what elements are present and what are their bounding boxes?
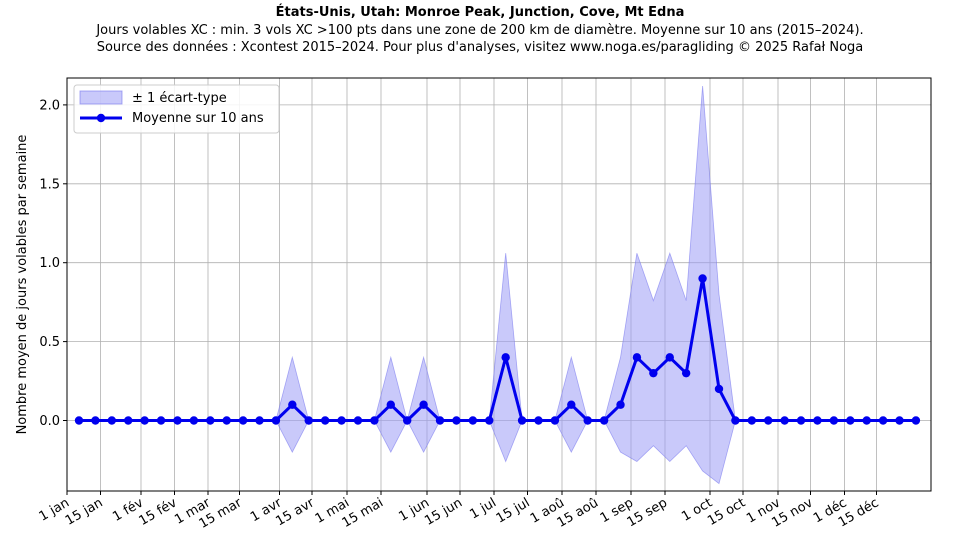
legend-band-label: ± 1 écart-type xyxy=(132,91,227,106)
y-tick-label: 2.0 xyxy=(39,98,60,113)
mean-point xyxy=(452,416,461,425)
mean-point xyxy=(91,416,100,425)
mean-point xyxy=(813,416,822,425)
mean-point xyxy=(74,416,84,425)
y-tick-label: 0.5 xyxy=(39,335,60,350)
mean-point xyxy=(550,416,560,425)
mean-point xyxy=(895,416,904,425)
chart-title: États-Unis, Utah: Monroe Peak, Junction,… xyxy=(275,5,685,20)
y-tick-label: 0.0 xyxy=(39,414,60,429)
mean-point xyxy=(731,416,740,425)
mean-point xyxy=(353,416,363,425)
chart-subtitle-line-1: Jours volables XC : min. 3 vols XC >100 … xyxy=(96,23,864,38)
x-tick-label: 15 oct xyxy=(705,495,748,528)
mean-point xyxy=(206,416,215,425)
mean-point xyxy=(567,400,576,409)
mean-point xyxy=(846,416,855,425)
legend-line-marker xyxy=(96,113,106,123)
legend-band-swatch xyxy=(79,90,123,105)
std-band xyxy=(79,85,916,485)
mean-point xyxy=(337,416,346,425)
x-tick-label: 15 avr xyxy=(273,495,317,529)
mean-point xyxy=(107,416,117,425)
mean-point xyxy=(370,416,379,425)
mean-point xyxy=(517,416,527,425)
mean-point xyxy=(140,416,149,425)
mean-point xyxy=(796,416,806,425)
mean-point xyxy=(665,353,674,362)
mean-point xyxy=(747,416,757,425)
mean-point xyxy=(714,384,724,394)
mean-point xyxy=(911,416,921,425)
mean-point xyxy=(288,400,297,409)
mean-point xyxy=(255,416,264,425)
mean-point xyxy=(632,353,642,362)
mean-point xyxy=(681,368,691,378)
mean-point xyxy=(435,416,445,425)
plot-frame xyxy=(66,77,932,492)
mean-point xyxy=(403,416,412,425)
x-tick-label: 15 fév xyxy=(137,495,180,529)
mean-point xyxy=(156,416,166,425)
mean-point xyxy=(468,416,478,425)
mean-point xyxy=(764,416,773,425)
mean-point xyxy=(320,416,330,425)
legend: ± 1 écart-type Moyenne sur 10 ans xyxy=(73,84,280,134)
title-block: États-Unis, Utah: Monroe Peak, Junction,… xyxy=(0,4,960,56)
y-tick-label: 1.5 xyxy=(39,177,60,192)
mean-point xyxy=(222,416,231,425)
mean-point xyxy=(599,416,609,425)
mean-point xyxy=(238,416,248,425)
mean-point xyxy=(419,400,428,409)
mean-point xyxy=(698,274,707,283)
mean-point xyxy=(649,368,658,378)
mean-point xyxy=(583,416,592,425)
mean-point xyxy=(124,416,133,425)
mean-point xyxy=(780,416,789,425)
mean-point xyxy=(485,416,494,425)
x-tick-label: 1 jul xyxy=(467,495,499,522)
y-tick-label: 1.0 xyxy=(39,256,60,271)
mean-point xyxy=(862,416,871,425)
mean-line xyxy=(79,277,916,422)
mean-point xyxy=(271,416,281,425)
mean-point xyxy=(501,353,510,362)
mean-point xyxy=(829,416,839,425)
chart-subtitle-line-2: Source des données : Xcontest 2015–2024.… xyxy=(96,40,864,55)
legend-line-label: Moyenne sur 10 ans xyxy=(132,111,264,126)
y-axis-label: Nombre moyen de jours volables par semai… xyxy=(15,135,30,435)
x-tick-label: 15 jul xyxy=(494,495,533,526)
mean-point xyxy=(189,416,199,425)
x-tick-label: 15 jun xyxy=(422,495,465,528)
x-tick-label: 15 jan xyxy=(63,495,106,528)
mean-point xyxy=(878,416,888,425)
legend-box xyxy=(73,84,280,134)
mean-point xyxy=(304,416,313,425)
mean-point xyxy=(173,416,182,425)
mean-point xyxy=(616,400,625,409)
mean-point xyxy=(386,400,395,409)
mean-point xyxy=(534,416,543,425)
